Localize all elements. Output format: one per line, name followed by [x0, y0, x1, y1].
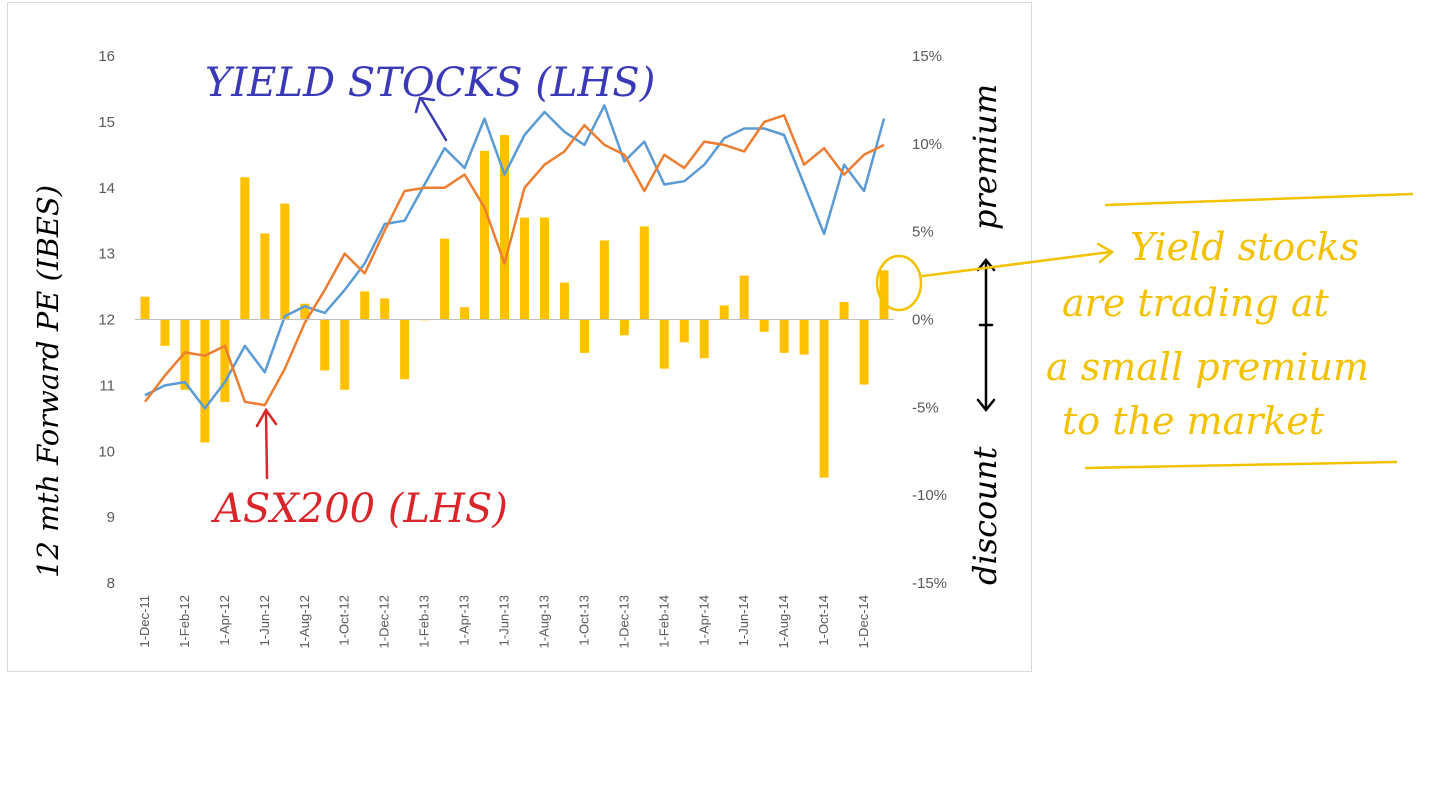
asx200-arrow: [255, 407, 278, 480]
right-tick-4: -5%: [912, 399, 939, 416]
right-tick-3: 0%: [912, 312, 934, 329]
bar-24: [619, 319, 629, 336]
x-tick-6: 1-Dec-12: [377, 595, 392, 648]
bar-0: [140, 296, 150, 320]
x-tick-0: 1-Dec-11: [137, 595, 152, 648]
bar-22: [579, 319, 589, 353]
left-tick-3: 13: [98, 246, 115, 263]
bar-26: [659, 319, 669, 369]
bar-27: [679, 319, 689, 343]
left-tick-2: 14: [98, 180, 115, 197]
right-axis-ticks: 15% 10% 5% 0% -5% -10% -15%: [912, 48, 947, 592]
bar-8: [300, 303, 310, 320]
x-tick-14: 1-Apr-14: [696, 595, 711, 646]
bar-15: [440, 238, 450, 320]
asx200-annotation: ASX200 (LHS): [210, 486, 508, 532]
bar-6: [260, 233, 270, 320]
x-tick-8: 1-Apr-13: [457, 595, 472, 646]
bar-36: [859, 319, 869, 385]
bar-3: [200, 319, 210, 443]
x-tick-18: 1-Dec-14: [856, 595, 871, 648]
note-line-4: to the market: [1062, 399, 1325, 443]
x-tick-11: 1-Oct-13: [576, 595, 591, 646]
left-tick-7: 9: [107, 509, 115, 526]
right-axis-label-discount: discount: [966, 446, 1004, 585]
left-tick-0: 16: [98, 48, 115, 65]
bar-29: [719, 305, 729, 320]
bar-9: [320, 319, 330, 371]
bar-35: [839, 301, 849, 320]
line-series: [144, 104, 886, 410]
bar-2: [180, 319, 190, 390]
x-tick-4: 1-Aug-12: [297, 595, 312, 648]
x-tick-15: 1-Jun-14: [736, 595, 751, 646]
x-tick-13: 1-Feb-14: [656, 595, 671, 648]
bar-7: [280, 203, 290, 320]
left-axis-ticks: 16 15 14 13 12 11 10 9 8: [98, 48, 115, 592]
bar-10: [340, 319, 350, 390]
bar-12: [380, 298, 390, 320]
x-tick-10: 1-Aug-13: [536, 595, 551, 648]
right-tick-6: -15%: [912, 575, 947, 592]
bar-21: [559, 282, 569, 320]
x-tick-5: 1-Oct-12: [337, 595, 352, 646]
bar-16: [460, 307, 470, 320]
x-axis-ticks: 1-Dec-11 1-Feb-12 1-Apr-12 1-Jun-12 1-Aug-12…: [137, 595, 871, 648]
bar-20: [539, 217, 549, 320]
premium-callout: [875, 192, 1414, 470]
bar-33: [799, 319, 809, 355]
x-tick-2: 1-Apr-12: [217, 595, 232, 646]
right-tick-5: -10%: [912, 487, 947, 504]
bar-37: [879, 270, 889, 320]
left-tick-6: 10: [98, 443, 115, 460]
x-tick-9: 1-Jun-13: [497, 595, 512, 646]
x-tick-17: 1-Oct-14: [816, 595, 831, 646]
bar-32: [779, 319, 789, 353]
note-line-1: Yield stocks: [1130, 225, 1359, 269]
left-tick-5: 11: [99, 377, 115, 394]
bar-34: [819, 319, 829, 478]
bar-31: [759, 319, 769, 332]
x-tick-3: 1-Jun-12: [257, 595, 272, 646]
x-tick-12: 1-Dec-13: [616, 595, 631, 648]
left-axis-label: 12 mth Forward PE (IBES): [31, 185, 65, 578]
discount-premium-arrow: [976, 257, 996, 413]
x-tick-16: 1-Aug-14: [776, 595, 791, 648]
note-line-3: a small premium: [1046, 345, 1369, 389]
left-tick-8: 8: [107, 575, 115, 592]
bar-23: [599, 240, 609, 320]
bar-17: [480, 150, 490, 320]
bar-25: [639, 226, 649, 320]
right-tick-2: 5%: [912, 224, 934, 241]
bar-30: [739, 275, 749, 320]
line-series-1: [144, 114, 885, 407]
bar-1: [160, 319, 170, 346]
note-line-2: are trading at: [1062, 281, 1329, 325]
bar-series: [140, 135, 889, 478]
x-tick-1: 1-Feb-12: [177, 595, 192, 648]
right-tick-1: 10%: [912, 136, 942, 153]
yield-stocks-arrow: [414, 96, 448, 142]
right-axis-label-premium: premium: [966, 84, 1004, 230]
bar-4: [220, 319, 230, 403]
bar-11: [360, 291, 370, 320]
bar-18: [500, 135, 510, 320]
bar-19: [519, 217, 529, 320]
right-tick-0: 15%: [912, 48, 942, 65]
line-series-0: [144, 104, 886, 410]
bar-13: [400, 319, 410, 380]
x-tick-7: 1-Feb-13: [417, 595, 432, 648]
bar-5: [240, 177, 250, 320]
left-tick-4: 12: [98, 312, 115, 329]
bar-28: [699, 319, 709, 359]
left-tick-1: 15: [98, 114, 115, 131]
premium-note: Yield stocks are trading at a small prem…: [1046, 225, 1369, 443]
